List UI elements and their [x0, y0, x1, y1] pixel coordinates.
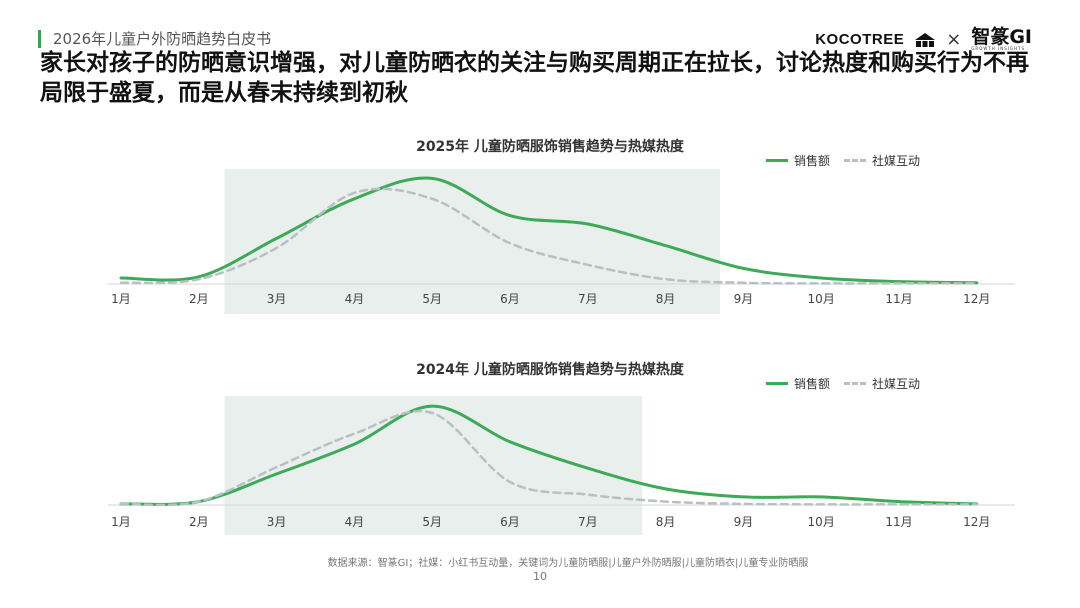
x-tick-label: 8月: [656, 292, 676, 306]
series-line-sales: [119, 404, 979, 506]
legend-social-label: 社媒互动: [871, 377, 920, 391]
zhizhuan-logo-tagline: GROWTH INSIGHTS: [971, 46, 1026, 51]
chart-2025-plot: 1月 2月 3月 4月 5月 6月 7月 8月 9月 10月 11月 12月: [108, 169, 1015, 314]
legend-sales-label: 销售额: [793, 377, 830, 391]
chart-2025-legend: 销售额 社媒互动: [765, 152, 920, 169]
highlight-period-band: [224, 169, 721, 314]
x-tick-label: 11月: [885, 515, 912, 529]
x-tick-label: 9月: [734, 292, 754, 306]
chart-2024-title: 2024年 儿童防晒服饰销售趋势与热媒热度: [416, 362, 684, 378]
x-tick-label: 1月: [111, 292, 131, 306]
chart-2024-plot: 1月 2月 3月 4月 5月 6月 7月 8月 9月 10月 11月 12月: [108, 396, 1015, 535]
chart-2025-title: 2025年 儿童防晒服饰销售趋势与热媒热度: [416, 139, 684, 155]
legend-sales-label: 销售额: [793, 154, 830, 168]
page-number: 10: [533, 570, 547, 583]
data-source-note: 数据来源：智篆GI；社媒：小红书互动量，关键词为儿童防晒服|儿童户外防晒服|儿童…: [327, 558, 809, 569]
highlight-period-band: [224, 396, 643, 535]
headline: 家长对孩子的防晒意识增强，对儿童防晒衣的关注与购买周期正在拉长，讨论热度和购买行…: [40, 50, 1029, 106]
brand-separator: ×: [946, 29, 962, 50]
x-tick-label: 10月: [808, 515, 835, 529]
document-title: 2026年儿童户外防晒趋势白皮书: [53, 30, 272, 48]
x-tick-label: 12月: [963, 292, 990, 306]
x-tick-label: 5月: [422, 515, 442, 529]
x-tick-label: 3月: [267, 292, 287, 306]
x-tick-label: 2月: [189, 292, 209, 306]
legend-social-swatch: [843, 382, 866, 385]
legend-social-swatch: [843, 159, 866, 162]
x-tick-label: 5月: [422, 292, 442, 306]
x-tick-label: 1月: [111, 515, 131, 529]
series-line-social: [119, 409, 979, 507]
legend-sales-swatch: [765, 159, 788, 162]
legend-social-label: 社媒互动: [871, 154, 920, 168]
kocotree-mark-icon: [915, 32, 936, 47]
x-tick-label: 2月: [189, 515, 209, 529]
x-tick-label: 9月: [734, 515, 754, 529]
x-tick-label: 6月: [500, 515, 520, 529]
x-tick-label: 7月: [578, 292, 598, 306]
x-tick-label: 3月: [267, 515, 287, 529]
x-tick-label: 7月: [578, 515, 598, 529]
series-line-social: [119, 187, 979, 285]
kocotree-logo: KOCOTREE: [815, 31, 905, 48]
x-tick-label: 4月: [345, 292, 365, 306]
x-tick-label: 11月: [885, 292, 912, 306]
accent-bar: [38, 29, 41, 48]
zhizhuan-logo-text: 智篆GI: [971, 26, 1032, 48]
brand-logos: KOCOTREE × 智篆GI GROWTH INSIGHTS: [815, 26, 1032, 52]
legend-sales-swatch: [765, 382, 788, 385]
x-tick-label: 4月: [345, 515, 365, 529]
zhizhuan-logo: 智篆GI GROWTH INSIGHTS: [971, 26, 1032, 52]
x-tick-label: 12月: [963, 515, 990, 529]
chart-2024-legend: 销售额 社媒互动: [765, 375, 920, 392]
document-header: 2026年儿童户外防晒趋势白皮书: [38, 28, 271, 49]
x-tick-label: 6月: [500, 292, 520, 306]
x-tick-label: 10月: [808, 292, 835, 306]
x-tick-label: 8月: [656, 515, 676, 529]
series-line-sales: [119, 176, 979, 285]
